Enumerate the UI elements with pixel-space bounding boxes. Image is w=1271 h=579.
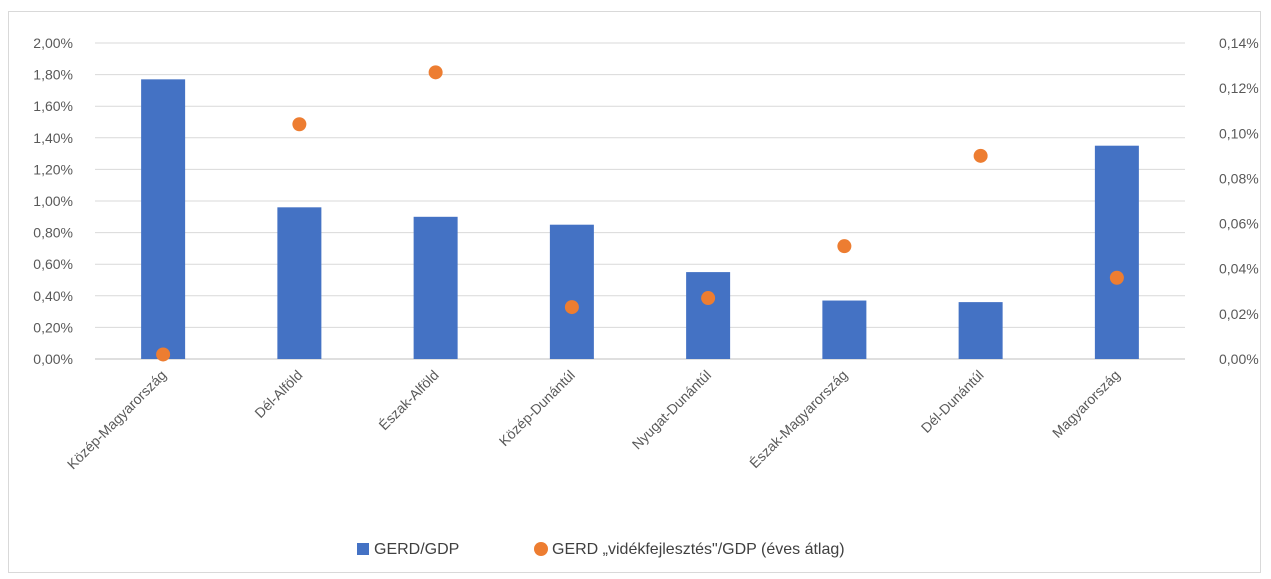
category-label: Nyugat-Dunántúl bbox=[629, 367, 715, 453]
scatter-point bbox=[564, 300, 579, 315]
left-tick-label: 1,00% bbox=[33, 193, 73, 209]
left-tick-label: 1,80% bbox=[33, 67, 73, 83]
right-tick-label: 0,14% bbox=[1219, 35, 1259, 51]
scatter-point bbox=[156, 347, 171, 362]
gridlines bbox=[95, 42, 1185, 360]
left-tick-label: 1,20% bbox=[33, 161, 73, 177]
right-tick-label: 0,12% bbox=[1219, 80, 1259, 96]
left-tick-label: 0,60% bbox=[33, 256, 73, 272]
right-tick-label: 0,02% bbox=[1219, 306, 1259, 322]
bar bbox=[277, 207, 322, 359]
left-axis: 0,00% 0,20% 0,40% 0,60% 0,80% 1,00% 1,20% 1,40%… bbox=[33, 35, 73, 367]
bar bbox=[958, 302, 1003, 359]
category-label: Közép-Magyarország bbox=[64, 367, 169, 472]
category-label: Dél-Alföld bbox=[251, 367, 305, 421]
category-label: Észak-Magyarország bbox=[746, 367, 850, 471]
scatter-point bbox=[292, 117, 307, 132]
dots bbox=[156, 65, 1124, 362]
right-tick-label: 0,08% bbox=[1219, 170, 1259, 186]
bar bbox=[1094, 145, 1139, 359]
legend-swatch-dot bbox=[534, 542, 548, 556]
left-tick-label: 0,00% bbox=[33, 351, 73, 367]
bars bbox=[141, 79, 1139, 359]
left-tick-label: 0,40% bbox=[33, 288, 73, 304]
scatter-point bbox=[701, 291, 716, 306]
bar bbox=[686, 272, 731, 359]
left-tick-label: 0,80% bbox=[33, 225, 73, 241]
bar bbox=[413, 216, 458, 359]
right-tick-label: 0,06% bbox=[1219, 216, 1259, 232]
category-label: Észak-Alföld bbox=[375, 367, 441, 433]
right-tick-label: 0,04% bbox=[1219, 261, 1259, 277]
chart-frame bbox=[8, 11, 1261, 573]
right-tick-label: 0,10% bbox=[1219, 125, 1259, 141]
scatter-point bbox=[1109, 270, 1124, 285]
legend-label-bar: GERD/GDP bbox=[374, 541, 459, 558]
legend: GERD/GDP GERD „vidékfejlesztés"/GDP (éve… bbox=[357, 541, 845, 558]
left-tick-label: 0,20% bbox=[33, 319, 73, 335]
legend-label-dot: GERD „vidékfejlesztés"/GDP (éves átlag) bbox=[552, 541, 845, 558]
scatter-point bbox=[837, 239, 852, 254]
category-label: Dél-Dunántúl bbox=[918, 367, 987, 436]
right-tick-label: 0,00% bbox=[1219, 351, 1259, 367]
bar bbox=[141, 79, 186, 359]
category-label: Magyarország bbox=[1049, 367, 1123, 441]
scatter-point bbox=[428, 65, 443, 80]
bar bbox=[549, 224, 594, 359]
legend-swatch-bar bbox=[357, 543, 369, 555]
scatter-point bbox=[973, 148, 988, 163]
category-label: Közép-Dunántúl bbox=[496, 367, 578, 449]
left-tick-label: 2,00% bbox=[33, 35, 73, 51]
category-labels: Közép-Magyarország Dél-Alföld Észak-Alföld… bbox=[64, 367, 1123, 472]
left-tick-label: 1,60% bbox=[33, 98, 73, 114]
bar bbox=[822, 300, 867, 359]
right-axis: 0,00% 0,02% 0,04% 0,06% 0,08% 0,10% 0,12% 0,14% bbox=[1219, 35, 1259, 367]
left-tick-label: 1,40% bbox=[33, 130, 73, 146]
